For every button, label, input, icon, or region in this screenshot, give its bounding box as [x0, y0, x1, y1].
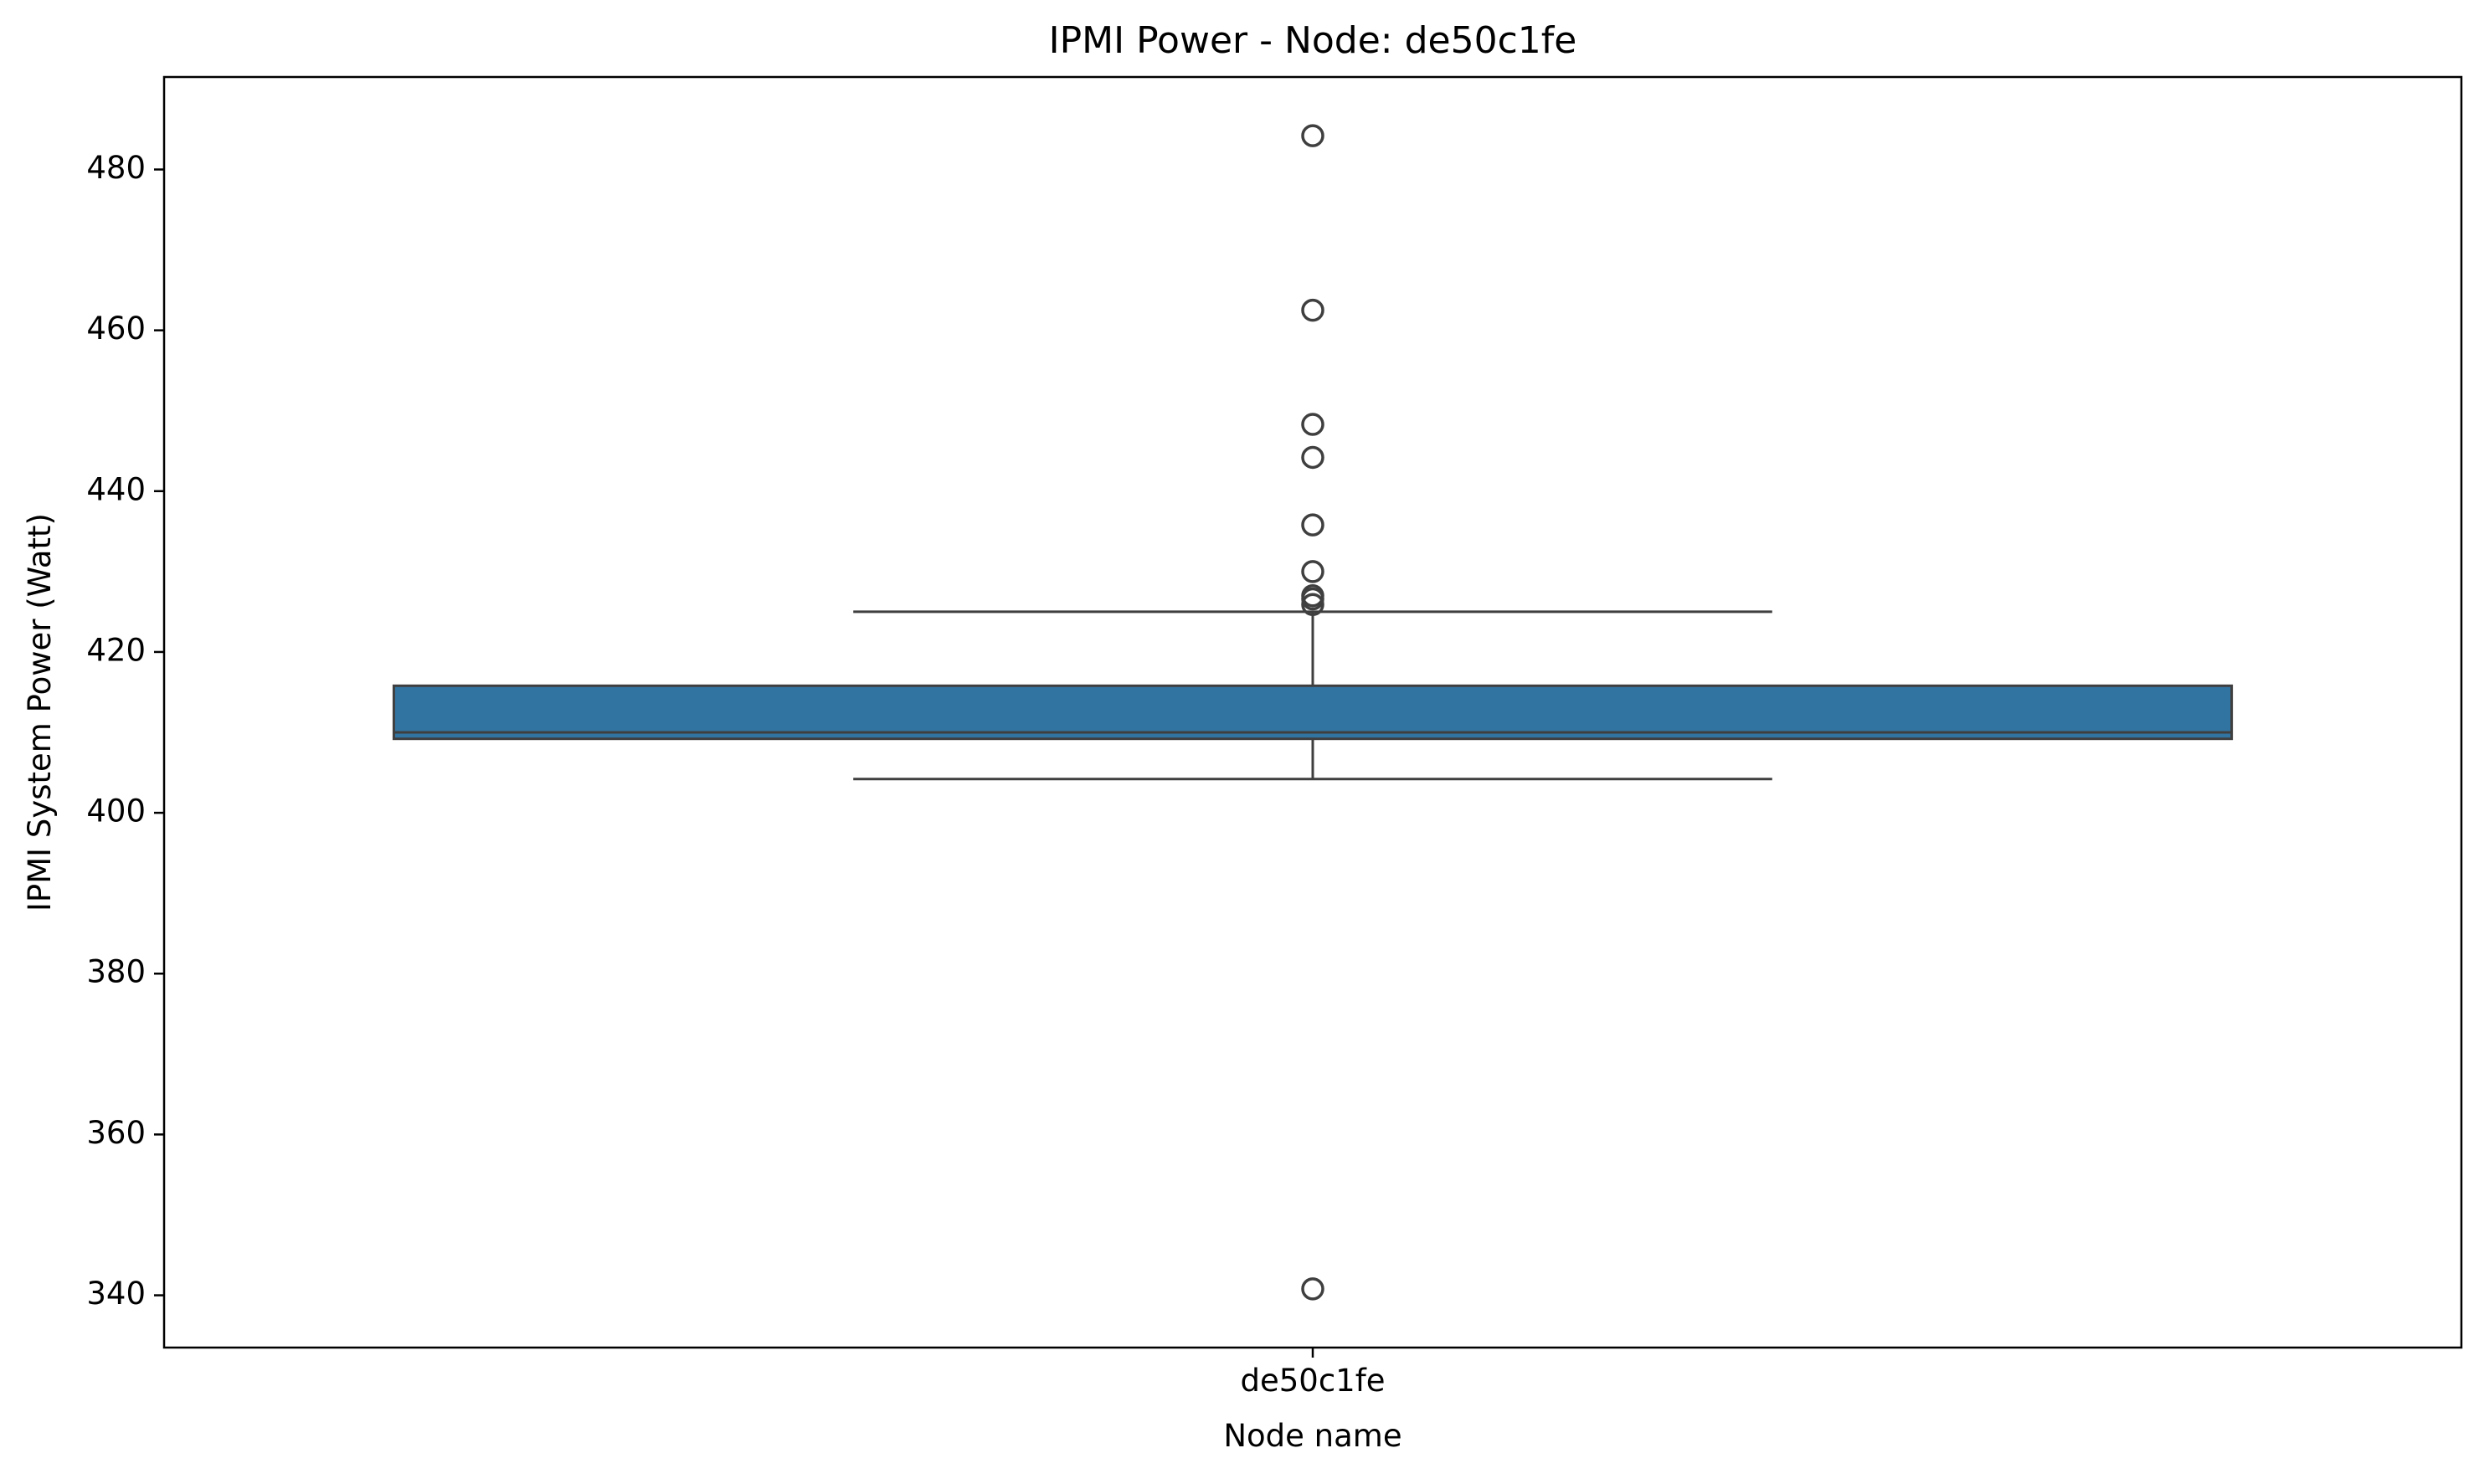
outlier-point [1301, 445, 1324, 470]
chart-title: IPMI Power - Node: de50c1fe [1049, 19, 1577, 62]
outlier-point [1301, 587, 1324, 611]
x-axis: de50c1fe [1240, 1348, 1386, 1399]
y-tick-label: 340 [86, 1276, 146, 1312]
y-tick-label: 440 [86, 471, 146, 507]
outlier-point [1301, 124, 1324, 147]
y-tick-label: 360 [86, 1115, 146, 1151]
outlier-point [1301, 1277, 1324, 1301]
outlier-point [1301, 413, 1324, 436]
box-iqr [392, 684, 2234, 741]
y-tick-label: 400 [86, 793, 146, 829]
y-axis: 340 360 380 400 420 440 460 480 [86, 150, 164, 1312]
box-layer [392, 610, 2234, 781]
y-tick-label: 480 [86, 150, 146, 186]
x-tick-label: de50c1fe [1240, 1363, 1385, 1399]
y-tick-label: 460 [86, 311, 146, 347]
outlier-point [1301, 513, 1324, 537]
y-tick-label: 420 [86, 632, 146, 668]
x-axis-label: Node name [1223, 1418, 1401, 1454]
y-tick-label: 380 [86, 954, 146, 990]
outlier-point [1301, 298, 1324, 322]
y-axis-label: IPMI System Power (Watt) [22, 513, 58, 911]
outlier-layer [1301, 124, 1324, 1301]
outlier-point [1301, 560, 1324, 583]
outlier-point [1301, 593, 1324, 617]
